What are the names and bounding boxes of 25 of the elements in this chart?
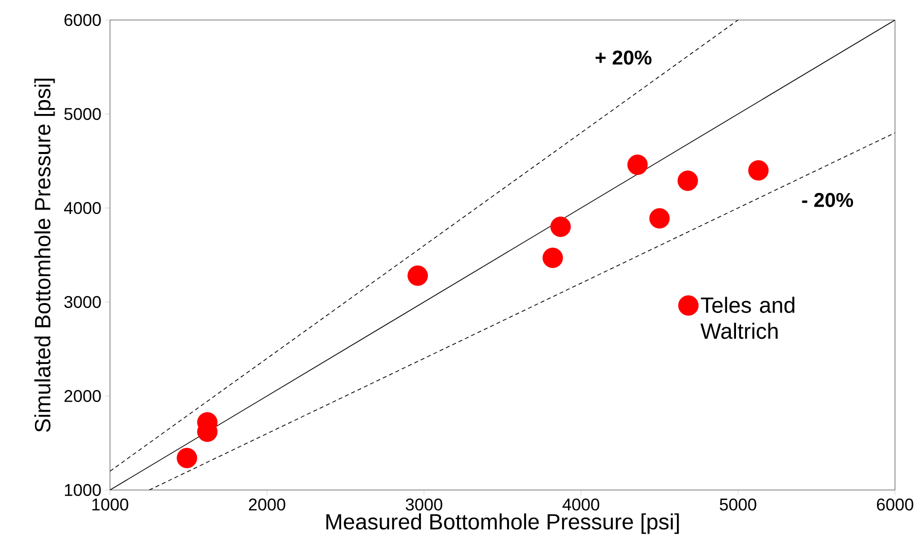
x-tick-label: 1000 <box>92 498 128 511</box>
point <box>649 208 670 229</box>
point <box>542 248 563 268</box>
point <box>678 170 698 191</box>
point <box>408 265 428 286</box>
x-tick-label: 3000 <box>406 498 442 511</box>
x-tick-label: 6000 <box>876 498 914 511</box>
annotation: + 20% <box>596 50 652 65</box>
y-tick-label: 4000 <box>64 202 101 214</box>
y-tick-label: 2000 <box>64 390 101 402</box>
point <box>627 154 648 175</box>
annotation: - 20% <box>802 192 854 208</box>
x-tick-label: 2000 <box>248 498 286 511</box>
y-tick-label: 5000 <box>64 108 101 120</box>
y-tick-label: 3000 <box>64 296 101 308</box>
point <box>550 216 571 237</box>
x-tick-label: 4000 <box>562 498 600 511</box>
x-axis-title: Measured Bottomhole Pressure [psi] <box>326 513 679 534</box>
y-axis-title: Simulated Bottomhole Pressure [psi] <box>34 78 55 432</box>
point <box>176 448 198 468</box>
point <box>748 160 769 181</box>
y-tick-label: 6000 <box>64 14 101 26</box>
x-tick-label: 5000 <box>720 498 756 511</box>
legend-label: Teles and Waltrich <box>700 296 794 339</box>
y-tick-label: 1000 <box>64 484 101 496</box>
